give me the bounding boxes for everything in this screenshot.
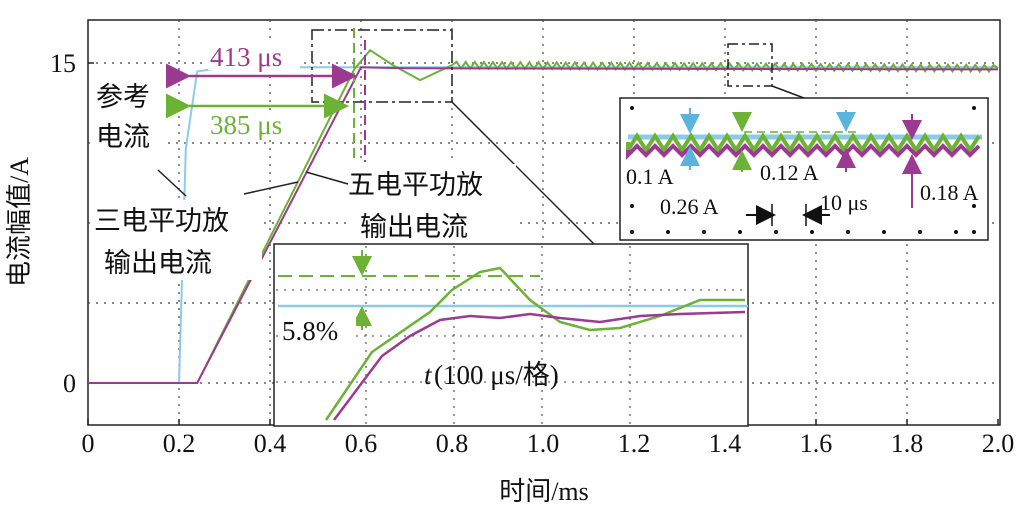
inset-dot xyxy=(882,230,886,234)
three-leader xyxy=(243,181,299,195)
ticks: 0 0.2 0.4 0.6 0.8 1.0 1.2 1.4 1.6 1.8 2.0 0 15 xyxy=(50,49,1014,458)
label-385: 385 μs xyxy=(210,110,282,140)
y-tick-label: 0 xyxy=(63,369,76,398)
zoom-leader-main xyxy=(451,101,597,247)
label-ref-1: 参考 xyxy=(96,82,150,112)
y-axis-label: 电流幅值/A xyxy=(5,157,34,287)
inset-ripple: 0.1 A 0.12 A 0.26 A 0.18 A 10 μs xyxy=(619,97,989,241)
zoom-box-small xyxy=(727,43,773,87)
x-tick-label: 1.4 xyxy=(709,429,742,458)
ripple-label-0.1A: 0.1 A xyxy=(626,164,674,189)
label-three-2: 输出电流 xyxy=(104,248,212,278)
inset-dot xyxy=(738,230,742,234)
label-bg-five xyxy=(346,164,516,244)
inset-dot xyxy=(972,204,976,208)
label-413: 413 μs xyxy=(210,42,282,72)
inset-dot xyxy=(774,230,778,234)
x-axis-label: 时间/ms xyxy=(499,477,589,506)
zoom-leader-small xyxy=(771,85,805,99)
x-tick-label: 0 xyxy=(82,429,95,458)
label-bg-ref xyxy=(92,76,164,156)
ref-leader xyxy=(157,169,187,197)
five-leader xyxy=(305,171,349,185)
ripple-label-10us: 10 μs xyxy=(820,190,868,215)
inset-axis-label: (100 μs/格) xyxy=(434,360,559,390)
x-tick-label: 2.0 xyxy=(982,429,1015,458)
inset-dot xyxy=(630,106,634,110)
inset-dot xyxy=(972,230,976,234)
x-tick-label: 1.8 xyxy=(891,429,924,458)
inset-dot xyxy=(666,230,670,234)
inset-dot xyxy=(630,230,634,234)
inset-overshoot: 5.8% t (100 μs/格) xyxy=(273,243,749,427)
label-three-1: 三电平功放 xyxy=(94,206,229,236)
x-tick-label: 1.0 xyxy=(527,429,560,458)
x-tick-label: 0.6 xyxy=(345,429,378,458)
inset-dot xyxy=(918,230,922,234)
series-line-1 xyxy=(88,48,999,384)
ripple-label-0.18A: 0.18 A xyxy=(920,180,979,205)
series-line-2 xyxy=(88,66,999,384)
inset-dot xyxy=(630,204,634,208)
inset-dot xyxy=(954,230,958,234)
label-bg-three xyxy=(92,200,262,280)
label-five-1: 五电平功放 xyxy=(348,170,483,200)
ripple-label-0.12A: 0.12 A xyxy=(760,160,819,185)
x-tick-label: 0.4 xyxy=(254,429,287,458)
y-tick-label: 15 xyxy=(50,49,76,78)
inset-dot xyxy=(810,230,814,234)
x-tick-label: 0.2 xyxy=(163,429,196,458)
inset-dot xyxy=(846,230,850,234)
label-bg-413 xyxy=(208,42,300,70)
x-tick-label: 0.8 xyxy=(436,429,469,458)
x-tick-label: 1.2 xyxy=(618,429,651,458)
inset-dot xyxy=(972,106,976,110)
label-bg-385 xyxy=(208,110,300,138)
inset-axis-t: t xyxy=(424,360,433,390)
zoom-box-main xyxy=(311,29,453,103)
label-five-2: 输出电流 xyxy=(360,212,468,242)
ripple-label-0.26A: 0.26 A xyxy=(660,194,719,219)
x-tick-label: 1.6 xyxy=(800,429,833,458)
inset-dot xyxy=(702,230,706,234)
inset-overshoot-label: 5.8% xyxy=(282,316,338,346)
label-ref-2: 电流 xyxy=(96,122,150,152)
